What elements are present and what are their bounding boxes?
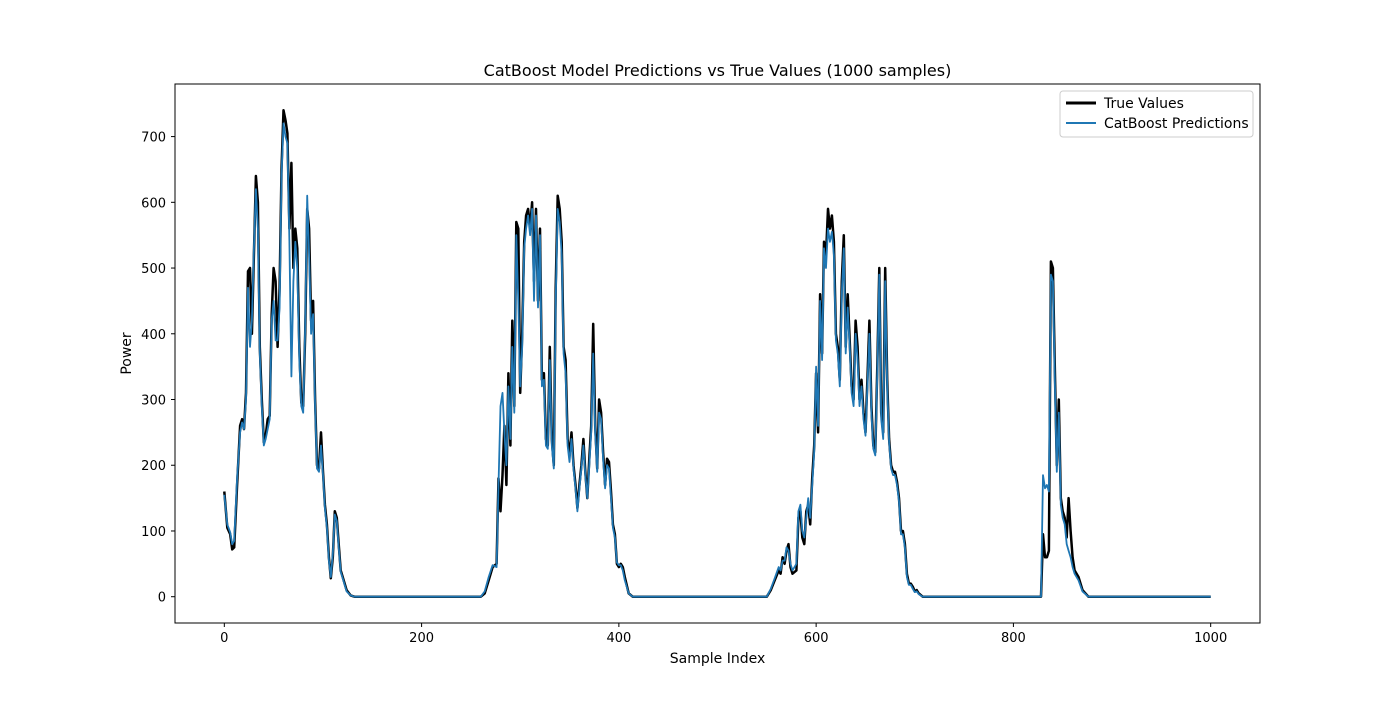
legend-label-catboost-predictions: CatBoost Predictions: [1104, 116, 1249, 132]
x-axis: 0 200 400 600 800 1000: [220, 623, 1227, 646]
x-tick-label: 400: [606, 631, 631, 646]
plot-frame: [174, 83, 1261, 624]
y-tick-label: 500: [141, 262, 166, 277]
x-tick-label: 1000: [1194, 631, 1227, 646]
y-axis-label: Power: [119, 332, 135, 375]
legend-label-true-values: True Values: [1103, 96, 1184, 112]
y-axis: 0 100 200 300 400 500 600 700: [141, 131, 175, 606]
y-tick-label: 300: [141, 394, 166, 409]
y-tick-label: 700: [141, 131, 166, 146]
x-tick-label: 800: [1001, 631, 1026, 646]
series-line-catboost-predictions: [223, 122, 1211, 598]
x-axis-label: Sample Index: [670, 651, 765, 667]
y-tick-label: 100: [141, 525, 166, 540]
legend: True Values CatBoost Predictions: [1059, 90, 1254, 138]
y-tick-label: 0: [158, 591, 166, 606]
x-tick-label: 0: [220, 631, 228, 646]
x-tick-label: 200: [409, 631, 434, 646]
series-line-true-values: [223, 109, 1211, 598]
y-tick-label: 400: [141, 328, 166, 343]
x-tick-label: 600: [804, 631, 829, 646]
y-tick-label: 200: [141, 459, 166, 474]
chart-title: CatBoost Model Predictions vs True Value…: [484, 61, 952, 80]
legend-box: [1059, 90, 1254, 138]
y-tick-label: 600: [141, 196, 166, 211]
plot-series: [223, 109, 1211, 598]
